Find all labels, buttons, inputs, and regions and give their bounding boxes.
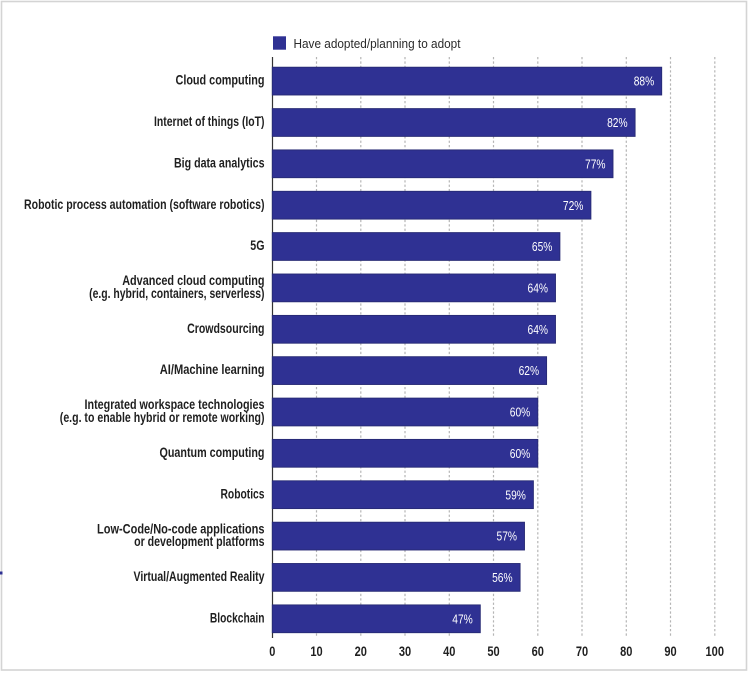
svg-text:50: 50: [487, 644, 499, 659]
svg-text:40: 40: [443, 644, 455, 659]
svg-text:Have adopted/planning to adopt: Have adopted/planning to adopt: [294, 37, 461, 51]
svg-text:0: 0: [269, 644, 275, 659]
svg-text:Cloud computing: Cloud computing: [176, 73, 265, 88]
svg-text:82%: 82%: [607, 115, 628, 130]
svg-text:80: 80: [620, 644, 632, 659]
svg-text:5G: 5G: [250, 238, 264, 253]
svg-text:56%: 56%: [492, 570, 512, 585]
svg-text:77%: 77%: [585, 156, 606, 171]
svg-text:Integrated workspace technolog: Integrated workspace technologies: [85, 397, 265, 412]
svg-text:62%: 62%: [519, 363, 540, 378]
svg-text:64%: 64%: [528, 322, 549, 337]
svg-text:10: 10: [310, 644, 322, 659]
svg-text:60%: 60%: [510, 446, 531, 461]
svg-text:90: 90: [664, 644, 676, 659]
svg-text:Advanced cloud computing: Advanced cloud computing: [122, 273, 264, 288]
svg-text:Quantum computing: Quantum computing: [160, 445, 265, 460]
svg-text:Low-Code/No-code applications: Low-Code/No-code applications: [97, 521, 265, 536]
svg-text:59%: 59%: [505, 487, 526, 502]
svg-text:(e.g. to enable hybrid or remo: (e.g. to enable hybrid or remote working…: [60, 410, 265, 425]
svg-text:70: 70: [576, 644, 588, 659]
svg-text:30: 30: [399, 644, 411, 659]
svg-text:20: 20: [355, 644, 367, 659]
svg-text:AI/Machine learning: AI/Machine learning: [160, 362, 265, 377]
svg-text:60: 60: [532, 644, 544, 659]
svg-text:Crowdsourcing: Crowdsourcing: [187, 321, 264, 336]
svg-text:(e.g. hybrid, containers, serv: (e.g. hybrid, containers, serverless): [89, 286, 264, 301]
svg-text:65%: 65%: [532, 239, 553, 254]
svg-text:72%: 72%: [563, 198, 584, 213]
svg-text:60%: 60%: [510, 405, 531, 420]
svg-text:100: 100: [706, 644, 725, 659]
svg-text:Blockchain: Blockchain: [210, 610, 265, 625]
svg-text:57%: 57%: [497, 529, 518, 544]
svg-text:Internet of things (IoT): Internet of things (IoT): [154, 114, 265, 129]
svg-text:88%: 88%: [634, 74, 655, 89]
svg-text:or development platforms: or development platforms: [134, 534, 264, 549]
svg-text:Virtual/Augmented Reality: Virtual/Augmented Reality: [134, 569, 265, 584]
svg-text:Robotics: Robotics: [221, 486, 265, 501]
svg-text:47%: 47%: [452, 611, 473, 626]
svg-text:Robotic process automation (so: Robotic process automation (software rob…: [24, 197, 265, 212]
svg-text:64%: 64%: [528, 281, 549, 296]
svg-text:Big data analytics: Big data analytics: [174, 155, 265, 170]
